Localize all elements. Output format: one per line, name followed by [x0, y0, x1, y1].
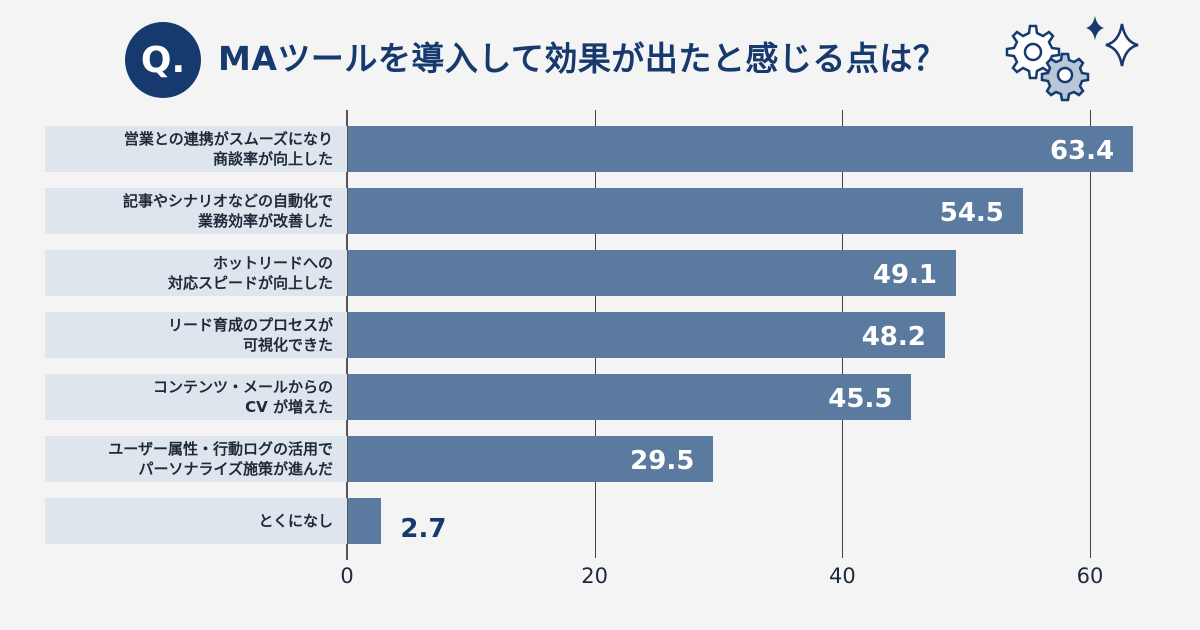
value-label: 49.1	[872, 260, 938, 290]
bar	[348, 374, 912, 420]
category-label-line: パーソナライズ施策が進んだ	[138, 460, 333, 478]
bar	[348, 250, 957, 296]
bar	[348, 436, 714, 482]
category-label-line: 対応スピードが向上した	[167, 274, 333, 292]
category-label-line: とくになし	[258, 512, 333, 530]
category-label-line: 業務効率が改善した	[197, 212, 333, 230]
category-label: 記事やシナリオなどの自動化で業務効率が改善した	[45, 188, 347, 234]
value-label: 29.5	[630, 446, 695, 476]
category-label-line: コンテンツ・メールからの	[152, 378, 333, 396]
y-axis-line	[346, 110, 348, 560]
x-tick-label: 40	[828, 564, 856, 588]
value-label: 2.7	[400, 514, 447, 544]
category-label: 営業との連携がスムーズになり商談率が向上した	[45, 126, 347, 172]
category-label: とくになし	[45, 498, 347, 544]
x-tick-label: 0	[340, 564, 354, 588]
category-label: コンテンツ・メールからの CV が増えた	[45, 374, 347, 420]
value-label: 54.5	[939, 198, 1004, 228]
page-title: MAツールを導入して効果が出たと感じる点は？	[218, 39, 947, 78]
gears-sparkle-icon	[1005, 16, 1139, 102]
value-label: 63.4	[1049, 136, 1115, 166]
bar	[348, 188, 1023, 234]
gridline	[1090, 110, 1091, 558]
x-tick-label: 20	[581, 564, 609, 588]
category-label-line: ユーザー属性・行動ログの活用で	[108, 440, 333, 458]
category-label: リード育成のプロセスが可視化できた	[45, 312, 347, 358]
bar	[348, 126, 1134, 172]
category-label-line: 記事やシナリオなどの自動化で	[122, 192, 333, 210]
category-label-line: 営業との連携がスムーズになり	[123, 130, 333, 148]
category-label: ホットリードへの対応スピードが向上した	[45, 250, 347, 296]
category-label-line: 商談率が向上した	[212, 150, 333, 168]
bar	[348, 312, 945, 358]
x-tick-label: 60	[1076, 564, 1104, 588]
category-label-line: CV が増えた	[245, 398, 333, 416]
category-label-line: リード育成のプロセスが	[167, 316, 333, 334]
category-label-line: 可視化できた	[242, 336, 333, 354]
value-label: 48.2	[861, 322, 926, 352]
value-label: 45.5	[828, 384, 893, 414]
bar	[348, 498, 382, 544]
category-label: ユーザー属性・行動ログの活用でパーソナライズ施策が進んだ	[45, 436, 347, 482]
question-badge: Q.	[125, 22, 201, 98]
category-label-line: ホットリードへの	[212, 254, 333, 272]
